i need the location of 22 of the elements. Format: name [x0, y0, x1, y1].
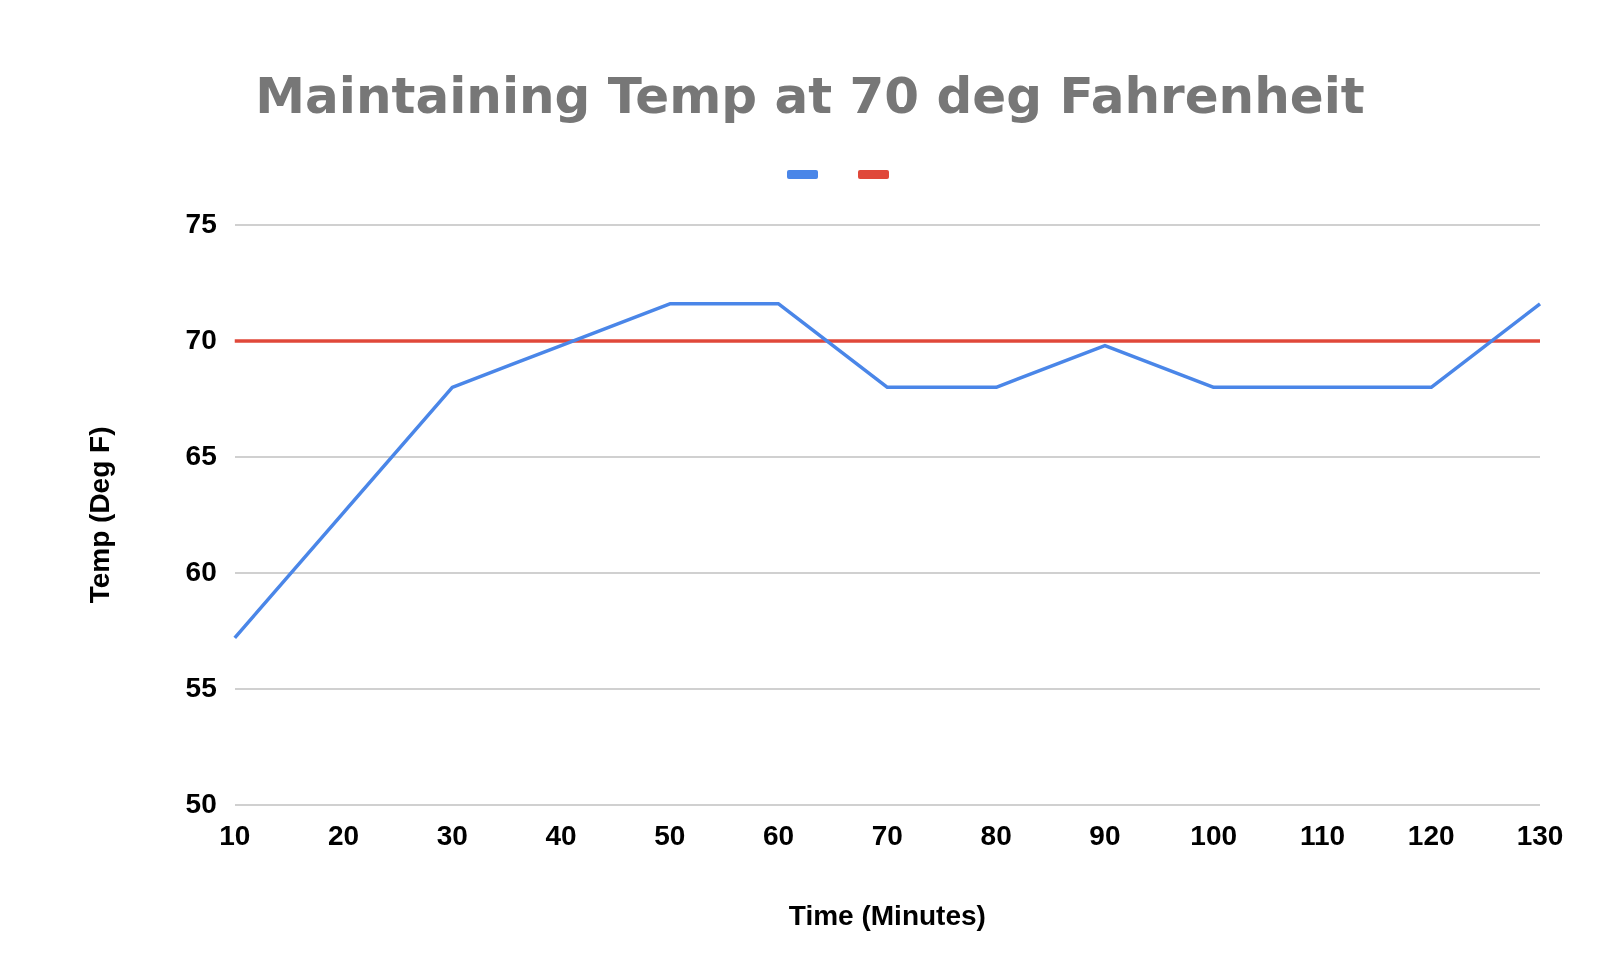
y-tick-label: 65 [185, 439, 217, 471]
x-tick-label: 100 [1190, 820, 1238, 852]
x-tick-label: 10 [219, 820, 251, 852]
chart-title: Maintaining Temp at 70 deg Fahrenheit [255, 66, 1365, 125]
y-tick-label: 55 [185, 671, 217, 703]
x-tick-label: 30 [436, 820, 468, 852]
y-tick-label: 60 [185, 555, 217, 587]
x-tick-label: 80 [980, 820, 1012, 852]
x-tick-label: 40 [545, 820, 577, 852]
y-tick-label: 75 [185, 207, 217, 239]
x-tick-label: 50 [654, 820, 686, 852]
y-tick-label: 70 [185, 323, 217, 355]
x-tick-label: 90 [1089, 820, 1121, 852]
x-axis-title: Time (Minutes) [788, 899, 986, 931]
y-axis-title: Temp (Deg F) [83, 426, 115, 604]
y-tick-label: 50 [185, 787, 217, 819]
x-tick-label: 20 [327, 820, 360, 852]
x-tick-label: 130 [1516, 820, 1564, 852]
x-tick-label: 60 [763, 820, 795, 852]
x-tick-label: 110 [1299, 820, 1346, 852]
x-tick-label: 70 [871, 820, 903, 852]
x-tick-label: 120 [1407, 820, 1455, 852]
